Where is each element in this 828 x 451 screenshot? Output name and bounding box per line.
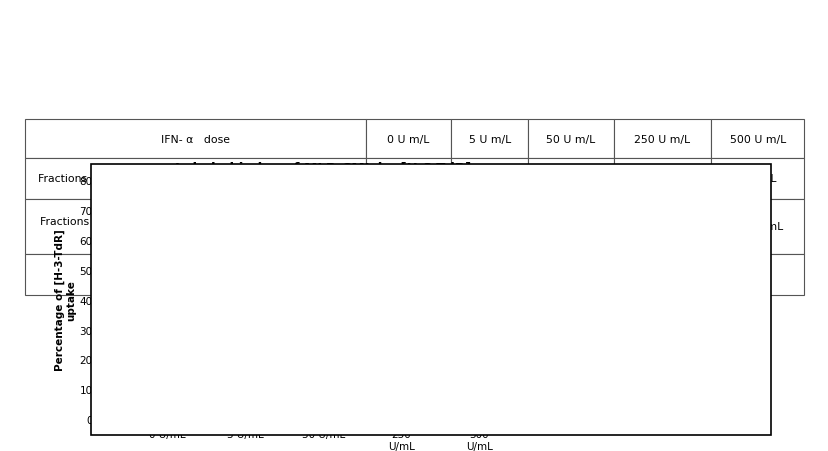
Bar — [301, 210, 344, 419]
Bar — [146, 309, 189, 419]
Legend: Labeled index of MLRCML by
[H-3-TdR]: Labeled index of MLRCML by [H-3-TdR] — [538, 249, 713, 279]
Bar — [224, 327, 267, 419]
Title: Labeled index of MLR-CML by [H-3-TdR]: Labeled index of MLR-CML by [H-3-TdR] — [175, 162, 471, 175]
Y-axis label: Percentage of [H-3-TdR]
uptake: Percentage of [H-3-TdR] uptake — [55, 229, 76, 371]
Bar — [379, 234, 422, 419]
Bar — [457, 240, 500, 419]
